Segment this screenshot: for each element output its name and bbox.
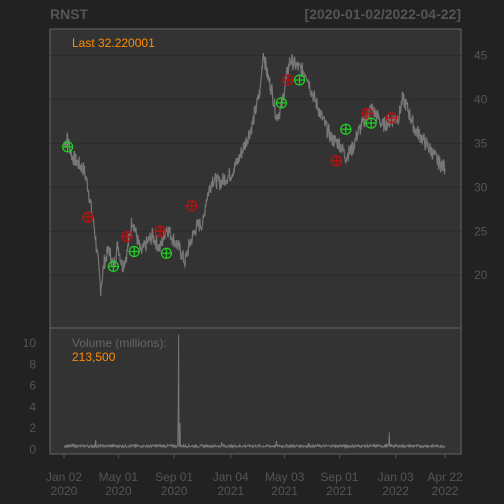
date-tick-label: Sep 01: [320, 470, 358, 484]
chart-title: RNST: [50, 6, 89, 22]
date-tick-year: 2022: [382, 484, 409, 498]
volume-value: 213,500: [72, 350, 116, 364]
sell-signal-marker: [186, 200, 198, 212]
volume-tick-label: 8: [29, 357, 36, 371]
price-tick-label: 40: [474, 92, 488, 106]
price-tick-label: 45: [474, 48, 488, 62]
price-tick-label: 25: [474, 224, 488, 238]
date-tick-label: Jan 04: [213, 470, 249, 484]
sell-signal-marker: [282, 74, 294, 86]
date-tick-label: Sep 01: [155, 470, 193, 484]
buy-signal-marker: [275, 97, 288, 109]
date-tick-label: Apr 22: [427, 470, 463, 484]
buy-signal-marker: [340, 123, 352, 135]
sell-signal-marker: [330, 155, 342, 167]
date-tick-year: 2021: [271, 484, 298, 498]
volume-tick-label: 10: [23, 336, 37, 350]
volume-tick-label: 4: [29, 400, 36, 414]
date-tick-label: Jan 02: [46, 470, 82, 484]
volume-axis: 0 2 4 6 8 10: [23, 336, 37, 456]
price-series-line: [63, 52, 446, 297]
volume-tick-label: 2: [29, 421, 36, 435]
date-tick-year: 2020: [105, 484, 132, 498]
buy-signal-marker: [365, 117, 377, 129]
date-tick-year: 2021: [326, 484, 353, 498]
volume-label: Volume (millions):: [72, 336, 167, 350]
sell-signal-marker: [82, 211, 94, 223]
volume-panel: [49, 327, 462, 455]
price-tick-label: 30: [474, 180, 488, 194]
buy-signal-marker: [128, 245, 140, 258]
sell-signal-marker: [121, 230, 133, 243]
date-tick-label: May 01: [99, 470, 139, 484]
sell-signal-marker: [154, 225, 166, 237]
buy-signal-marker: [160, 247, 173, 259]
price-axis: 20 25 30 35 40 45: [474, 48, 488, 282]
buy-signal-marker: [61, 141, 74, 153]
volume-tick-label: 6: [29, 379, 36, 393]
sell-signal-marker: [361, 107, 373, 120]
signal-markers: [61, 74, 398, 273]
price-panel: [49, 28, 462, 329]
date-tick-year: 2022: [432, 484, 459, 498]
date-tick-year: 2020: [51, 484, 78, 498]
price-tick-label: 35: [474, 136, 488, 150]
buy-signal-marker: [293, 74, 306, 86]
volume-series-line: [63, 334, 446, 450]
volume-tick-label: 0: [29, 443, 36, 457]
date-tick-year: 2020: [161, 484, 188, 498]
sell-signal-marker: [385, 112, 398, 124]
last-price-label: Last 32.220001: [72, 36, 155, 50]
buy-signal-marker: [107, 260, 120, 273]
date-tick-year: 2021: [217, 484, 244, 498]
price-tick-label: 20: [474, 268, 488, 282]
date-tick-label: May 03: [265, 470, 305, 484]
date-range-label: [2020-01-02/2022-04-22]: [305, 6, 461, 22]
date-tick-label: Jan 03: [378, 470, 414, 484]
price-gridlines: [50, 54, 461, 276]
